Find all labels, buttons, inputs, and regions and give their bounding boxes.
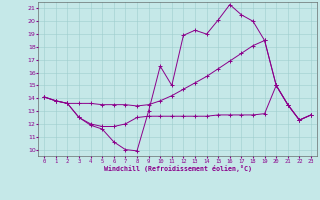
X-axis label: Windchill (Refroidissement éolien,°C): Windchill (Refroidissement éolien,°C) xyxy=(104,165,252,172)
